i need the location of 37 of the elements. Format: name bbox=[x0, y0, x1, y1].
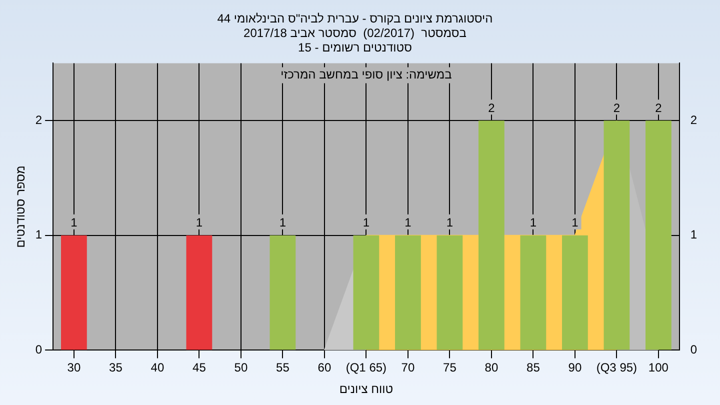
y-tick-label: 1 bbox=[35, 228, 42, 242]
x-tick-label: 40 bbox=[150, 360, 164, 375]
data-label: 2 bbox=[488, 100, 496, 115]
x-tick-label: 100 bbox=[648, 360, 669, 375]
annotation: במשימה: ציון סופי במחשב המרכזי bbox=[280, 68, 452, 82]
x-tick-label: 35 bbox=[109, 360, 123, 375]
data-label: 1 bbox=[530, 216, 537, 230]
data-label: 2 bbox=[613, 100, 620, 115]
x-tick-label: (Q1 65) bbox=[346, 360, 387, 375]
y2-tick-label: 2 bbox=[690, 112, 698, 127]
data-label: 1 bbox=[572, 216, 579, 230]
x-tick-label: 85 bbox=[526, 360, 540, 375]
x-tick-label: 75 bbox=[443, 360, 457, 375]
chart-title: היסטוגרמת ציונים בקורס - עברית לביה"ס הבינלאומי 44 bbox=[217, 12, 493, 26]
y-tick-label: 2 bbox=[35, 112, 42, 127]
chart-subtitle: בסמסטר (02/2017) סמסטר אביב 2017/18 סטודנטים רשומים - 15 bbox=[244, 26, 466, 54]
x-tick-label: (Q3 95) bbox=[596, 360, 638, 375]
x-tick-label: 90 bbox=[568, 360, 582, 375]
x-axis-title: טווח ציונים bbox=[339, 382, 394, 396]
data-label: 1 bbox=[404, 216, 412, 230]
data-label: 1 bbox=[279, 216, 286, 230]
data-label: 1 bbox=[446, 216, 454, 230]
y2-tick-label: 1 bbox=[690, 228, 698, 242]
y2-tick-label: 0 bbox=[690, 342, 698, 357]
x-tick-label: 80 bbox=[484, 360, 498, 375]
data-label: 1 bbox=[70, 216, 78, 230]
y-tick-label: 0 bbox=[35, 342, 42, 357]
x-tick-label: 55 bbox=[276, 360, 290, 375]
data-label: 2 bbox=[655, 100, 662, 115]
x-tick-label: 30 bbox=[67, 360, 81, 375]
x-tick-label: 45 bbox=[192, 360, 206, 375]
x-tick-label: 60 bbox=[318, 360, 332, 375]
y-axis-title: מספר סטודנטים bbox=[14, 166, 28, 248]
data-label: 1 bbox=[362, 216, 370, 230]
data-label: 1 bbox=[196, 216, 203, 230]
x-tick-label: 50 bbox=[234, 360, 248, 375]
x-tick-label: 70 bbox=[401, 360, 415, 375]
